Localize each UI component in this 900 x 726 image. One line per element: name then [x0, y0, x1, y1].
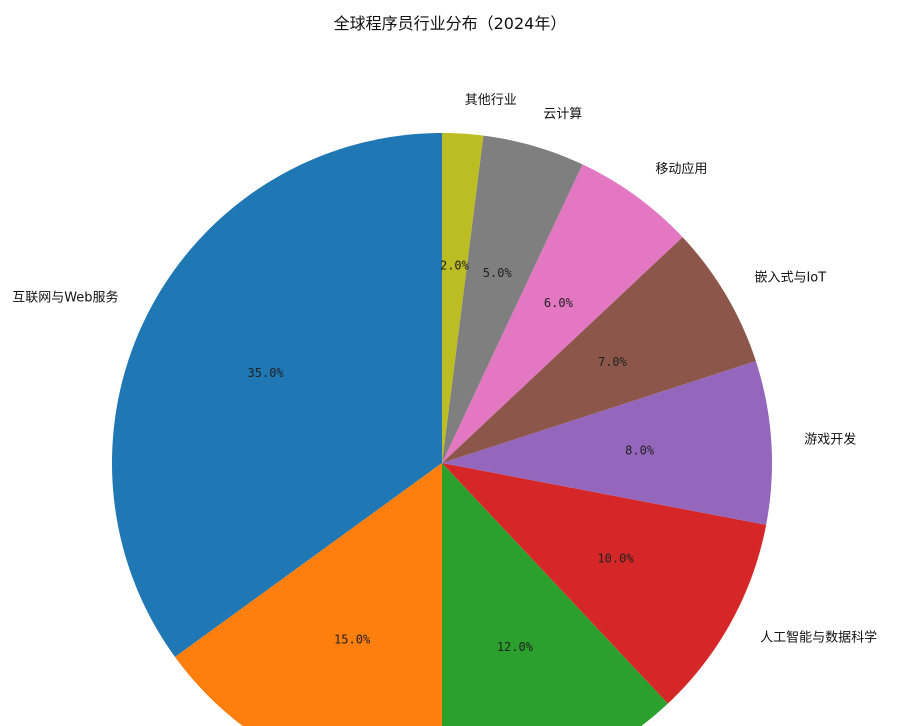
- pie-slice: [442, 237, 756, 463]
- pie-slice: [442, 361, 772, 525]
- pie-pct-label: 5.0%: [483, 266, 513, 280]
- pie-slice-label: 嵌入式与IoT: [754, 271, 826, 286]
- pie-pct-label: 6.0%: [544, 296, 574, 310]
- pie-pct-label: 10.0%: [597, 551, 634, 565]
- pie-pct-label: 2.0%: [440, 258, 470, 272]
- pie-slice: [442, 164, 683, 463]
- pie-slice-label: 人工智能与数据科学: [760, 629, 877, 645]
- pie-pct-label: 12.0%: [497, 640, 534, 654]
- pie-slice: [175, 463, 442, 726]
- pie-slice: [442, 133, 484, 463]
- chart-title: 全球程序员行业分布（2024年）: [333, 14, 567, 33]
- pie-slice-label: 其他行业: [465, 93, 517, 108]
- pie-slice: [442, 463, 668, 726]
- pie-pct-label: 8.0%: [625, 444, 655, 458]
- pie-slice-label: 游戏开发: [804, 432, 856, 448]
- pie-slice: [442, 135, 583, 463]
- pie-pct-label: 35.0%: [248, 366, 285, 380]
- pie-slice: [442, 463, 767, 704]
- pie-slice-label: 云计算: [543, 107, 582, 122]
- pie-pct-label: 7.0%: [598, 355, 628, 369]
- pie-slice-label: 互联网与Web服务: [12, 290, 118, 306]
- pie-slice-label: 移动应用: [655, 161, 707, 177]
- pie-slice: [112, 133, 442, 657]
- pie-pct-label: 15.0%: [334, 632, 371, 646]
